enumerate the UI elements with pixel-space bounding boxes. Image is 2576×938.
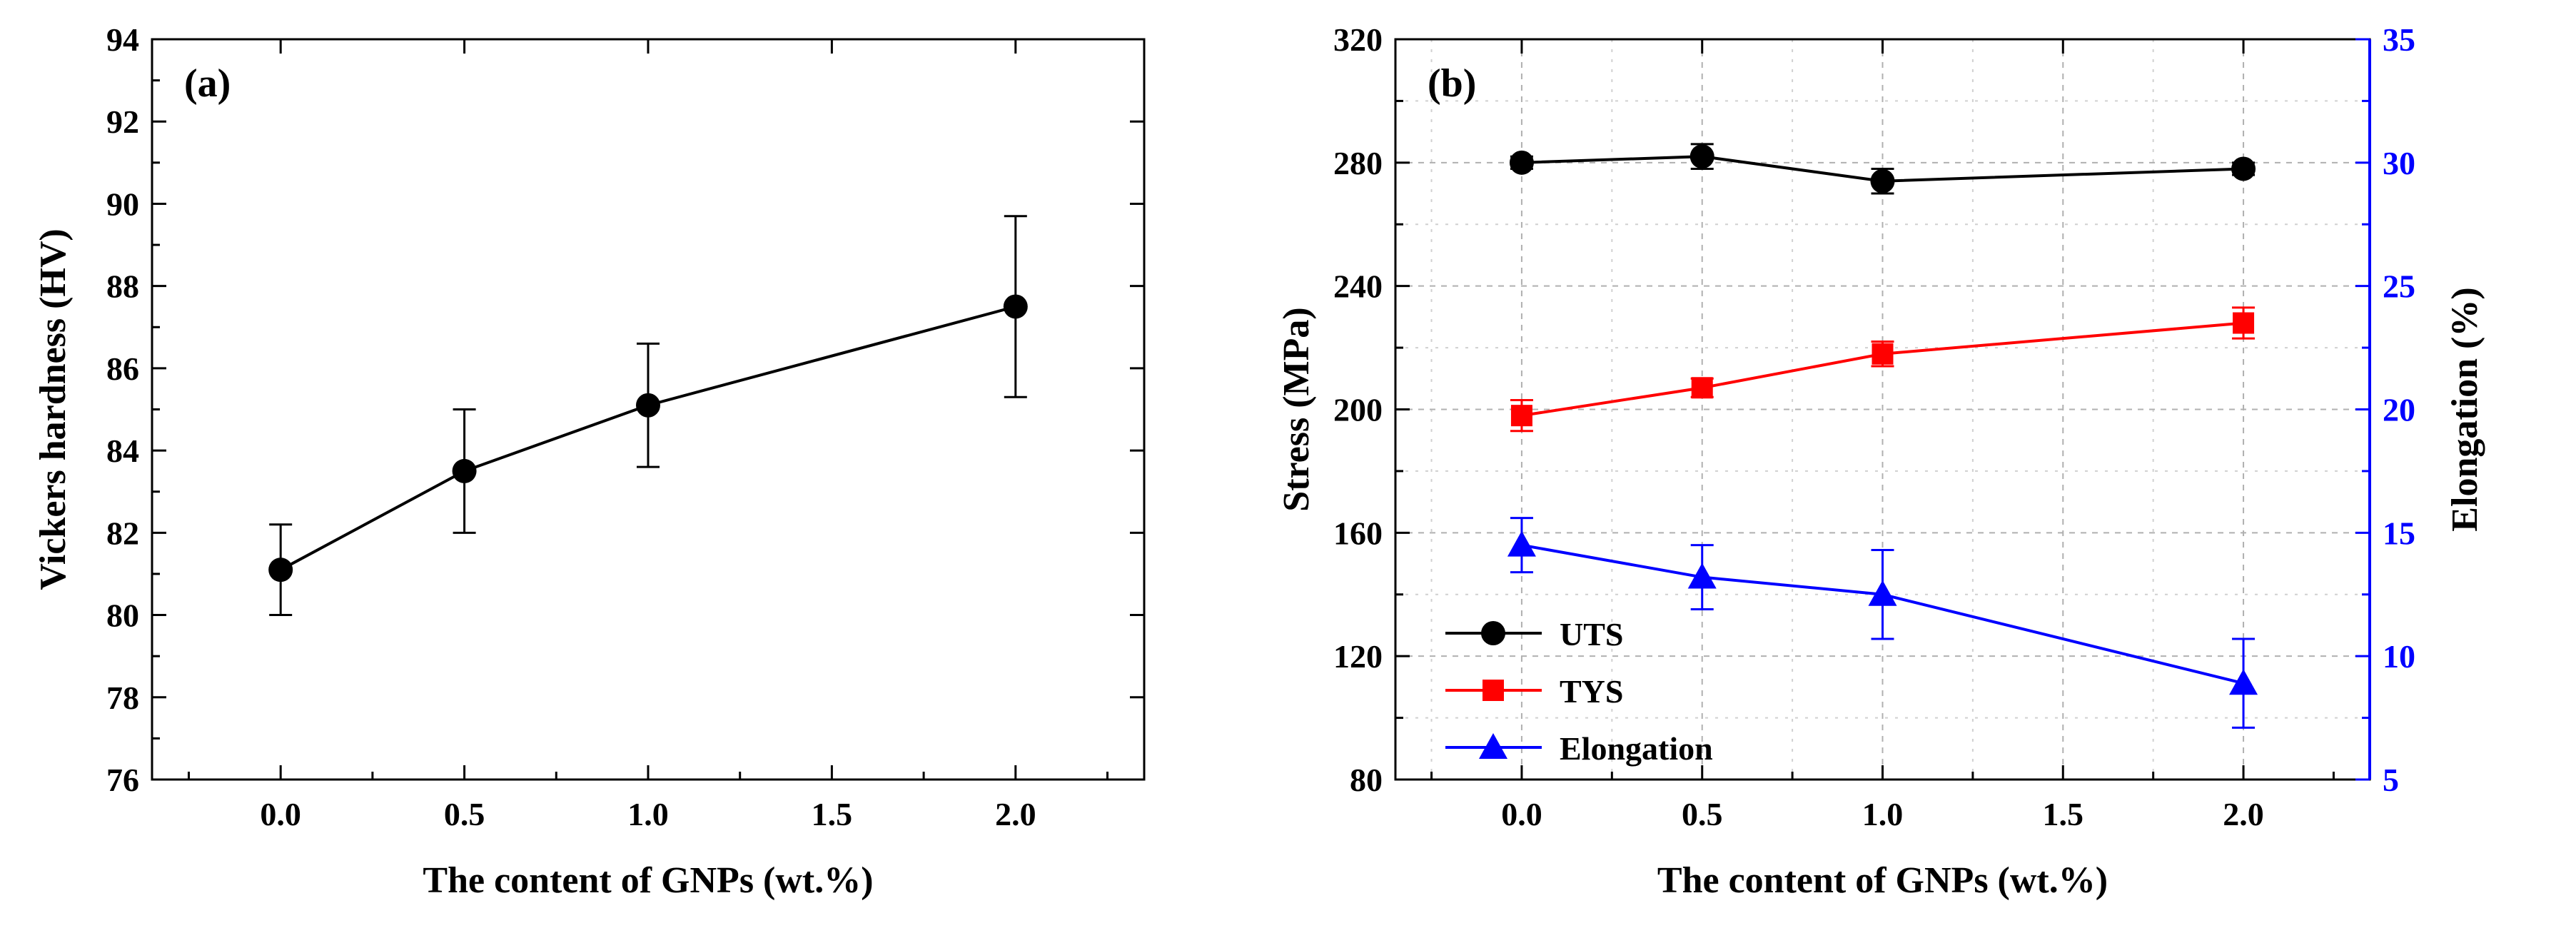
data-point [636, 393, 660, 418]
y2-tick-label: 35 [2383, 21, 2415, 58]
y-tick-label: 80 [1350, 762, 1383, 798]
y-tick-label: 240 [1333, 268, 1383, 305]
series-line [280, 305, 1016, 571]
x-tick-label: 0.5 [444, 796, 485, 832]
data-point [1510, 405, 1532, 427]
y2-tick-label: 5 [2383, 762, 2399, 798]
y2-tick-label: 25 [2383, 268, 2415, 305]
y2-tick-label: 15 [2383, 515, 2415, 551]
y-tick-label: 94 [106, 21, 139, 58]
legend: UTS TYS Elongation [1445, 616, 1713, 767]
data-point [1870, 168, 1895, 193]
panel-label: (b) [1428, 61, 1476, 106]
y-tick-label: 84 [106, 433, 139, 469]
y-axis-label: Stress (MPa) [1276, 307, 1317, 511]
data-point [1872, 343, 1894, 365]
legend-label: Elongation [1560, 730, 1713, 767]
x-tick-label: 2.0 [995, 796, 1036, 832]
y-tick-label: 160 [1333, 515, 1383, 551]
data-point [1689, 144, 1714, 169]
series-uts [1509, 143, 2256, 195]
data-point [2233, 312, 2255, 334]
series-line [1521, 155, 2244, 183]
data-point [452, 458, 477, 483]
y2-tick-label: 10 [2383, 638, 2415, 675]
y-tick-label: 92 [106, 104, 139, 140]
data-point [1509, 150, 1534, 175]
data-point [1868, 580, 1897, 606]
x-tick-label: 1.0 [627, 796, 669, 832]
series-vickers-hardness [268, 215, 1028, 617]
x-tick-label: 0.0 [260, 796, 301, 832]
y-tick-label: 200 [1333, 392, 1383, 428]
data-point [2231, 156, 2256, 181]
x-tick-label: 2.0 [2223, 796, 2264, 832]
y-tick-label: 76 [106, 762, 139, 798]
y2-tick-label: 20 [2383, 392, 2415, 428]
data-point [1507, 530, 1536, 557]
y-tick-label: 90 [106, 186, 139, 222]
y2-axis-label: Elongation (%) [2445, 287, 2485, 531]
y-tick-label: 82 [106, 515, 139, 551]
y-tick-label: 80 [106, 597, 139, 634]
legend-marker [1481, 621, 1505, 645]
x-axis-label: The content of GNPs (wt.%) [1657, 860, 2108, 901]
y-axis-label: Vickers hardness (HV) [33, 228, 74, 590]
legend-marker [1483, 680, 1504, 701]
series-tys [1510, 306, 2256, 433]
data-point [1003, 294, 1028, 319]
data-point [2229, 669, 2258, 695]
y-tick-label: 280 [1333, 145, 1383, 181]
chart-panel-b: 0.0 0.5 1.0 1.5 2.0 80 120 160 200 240 280 320 5 10 15… [1276, 21, 2485, 901]
legend-label: UTS [1560, 616, 1623, 652]
data-point [268, 558, 293, 583]
series-line [1521, 321, 2244, 418]
legend-marker [1479, 733, 1507, 759]
panel-label: (a) [184, 61, 231, 106]
x-tick-label: 0.0 [1501, 796, 1542, 832]
series-elongation [1507, 517, 2258, 729]
y-tick-label: 120 [1333, 638, 1383, 675]
x-axis-label: The content of GNPs (wt.%) [423, 860, 873, 901]
data-point [1687, 563, 1717, 589]
x-tick-label: 0.5 [1682, 796, 1723, 832]
grid [1395, 39, 2370, 780]
chart-panel-a: 0.0 0.5 1.0 1.5 2.0 76 78 80 82 84 86 88 90 92 94 The c… [33, 21, 1146, 901]
y-tick-label: 78 [106, 680, 139, 716]
x-tick-label: 1.5 [812, 796, 853, 832]
legend-label: TYS [1560, 673, 1623, 710]
y-tick-label: 86 [106, 351, 139, 387]
x-tick-label: 1.0 [1862, 796, 1904, 832]
x-tick-label: 1.5 [2043, 796, 2084, 832]
y-tick-label: 88 [106, 268, 139, 305]
data-point [1691, 377, 1713, 399]
series-line [1521, 543, 2244, 685]
y2-tick-label: 30 [2383, 145, 2415, 181]
y-tick-label: 320 [1333, 21, 1383, 58]
